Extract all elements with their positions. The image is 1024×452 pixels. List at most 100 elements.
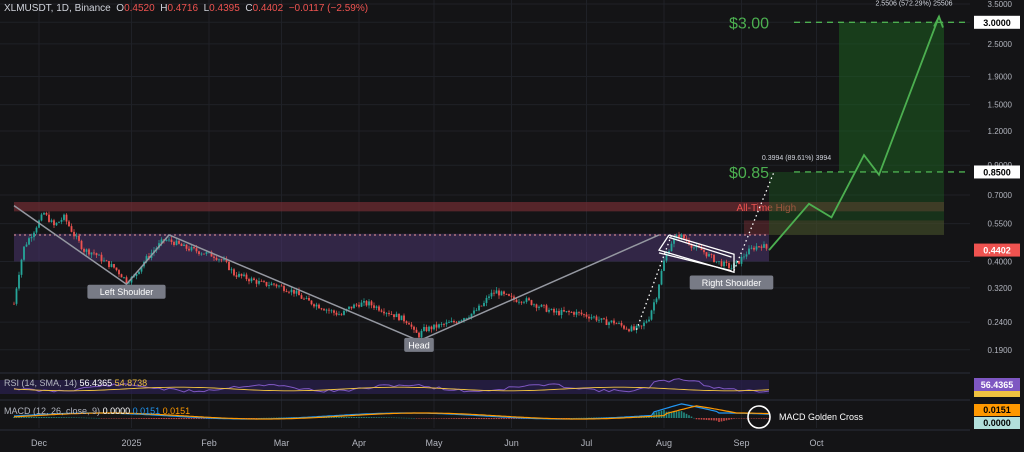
macd-histogram-bar <box>468 418 470 419</box>
candle-body <box>135 273 138 277</box>
flag-line-top <box>668 236 732 258</box>
macd-histogram-bar <box>460 418 463 419</box>
macd-histogram-bar <box>148 418 150 419</box>
candle-body <box>333 310 335 313</box>
macd-histogram-bar <box>428 418 430 419</box>
macd-histogram-bar <box>718 418 720 422</box>
macd-histogram-bar <box>138 418 140 419</box>
macd-histogram-bar <box>490 418 493 420</box>
candle-body <box>335 312 338 315</box>
macd-histogram-bar <box>420 418 423 419</box>
candle-body <box>270 283 273 286</box>
macd-histogram-bar <box>463 418 465 419</box>
macd-header[interactable]: MACD (12, 26, close, 9) 0.0000 0.0151 0.… <box>4 406 190 416</box>
macd-histogram-bar <box>658 411 660 418</box>
candle-body <box>615 323 618 325</box>
macd-histogram-bar <box>378 417 380 418</box>
candle-body <box>588 316 590 319</box>
candle-body <box>748 248 750 255</box>
macd-histogram-bar <box>683 412 685 418</box>
candle-body <box>448 322 450 324</box>
candle-body <box>750 247 753 249</box>
candle-body <box>278 285 280 287</box>
candle-body <box>410 324 413 327</box>
candle-body <box>680 234 683 238</box>
candle-body <box>88 249 90 255</box>
candle-body <box>650 310 653 320</box>
symbol-title: XLMUSDT, 1D, Binance <box>4 3 111 14</box>
candle-body <box>390 314 393 315</box>
candle-body <box>353 304 355 309</box>
macd-histogram-bar <box>758 418 760 419</box>
macd-histogram-bar <box>368 417 370 418</box>
macd-histogram-bar <box>353 416 355 418</box>
macd-histogram-bar <box>175 418 178 420</box>
macd-histogram-bar <box>63 417 65 418</box>
macd-histogram-bar <box>173 418 175 420</box>
macd-value: 0.0151 <box>132 406 161 416</box>
candle-body <box>595 316 598 321</box>
candle-body <box>628 329 630 332</box>
macd-histogram-bar <box>738 418 740 419</box>
macd-histogram-bar <box>720 418 723 422</box>
candle-body <box>715 261 718 263</box>
y-tick-label: 0.5500 <box>988 220 1013 229</box>
rsi-header[interactable]: RSI (14, SMA, 14) 56.4365 54.8738 <box>4 378 147 388</box>
macd-histogram-bar <box>430 418 433 419</box>
annotation-text: Head <box>408 340 430 350</box>
macd-histogram-bar <box>30 416 33 418</box>
candle-body <box>243 274 245 276</box>
macd-histogram-bar <box>398 417 400 419</box>
candle-body <box>623 325 625 329</box>
macd-histogram-bar <box>763 418 765 419</box>
candle-body <box>50 220 53 222</box>
candle-body <box>205 252 208 254</box>
candle-body <box>328 309 330 311</box>
macd-histogram-bar <box>118 418 120 419</box>
macd-histogram-bar <box>358 417 360 418</box>
macd-histogram-bar <box>503 418 505 420</box>
macd-histogram-bar <box>200 418 203 419</box>
candle-body <box>558 311 560 315</box>
macd-histogram-bar <box>703 418 705 420</box>
candle-body <box>655 298 658 303</box>
candle-body <box>288 291 290 293</box>
candle-body <box>435 324 438 328</box>
macd-hist-tag-bg <box>974 417 1020 429</box>
candle-body <box>385 312 388 314</box>
candle-body <box>518 301 520 303</box>
macd-histogram-bar <box>753 418 755 419</box>
macd-histogram-bar <box>50 417 53 418</box>
candle-body <box>80 240 83 250</box>
candle-body <box>438 324 440 328</box>
macd-histogram-bar <box>400 417 403 419</box>
macd-histogram-bar <box>365 417 368 418</box>
candle-body <box>660 270 663 285</box>
candle-body <box>198 251 200 254</box>
macd-histogram-bar <box>163 418 165 420</box>
candle-body <box>15 288 18 304</box>
candle-body <box>573 312 575 315</box>
candle-body <box>75 235 78 237</box>
macd-histogram-bar <box>110 418 113 419</box>
candle-body <box>325 309 328 311</box>
candle-body <box>745 254 748 257</box>
macd-histogram-bar <box>330 416 333 418</box>
candle-body <box>93 252 95 254</box>
pattern-annotation: Right Shoulder <box>689 275 774 290</box>
candle-body <box>753 247 755 250</box>
macd-histogram-bar <box>73 417 75 418</box>
macd-histogram-bar <box>733 418 735 419</box>
candle-body <box>185 244 188 249</box>
candle-body <box>145 256 148 262</box>
candle-body <box>200 253 203 255</box>
candle-body <box>183 244 185 246</box>
annotation-text: Right Shoulder <box>702 278 762 288</box>
candle-body <box>600 318 603 320</box>
candle-body <box>55 222 58 226</box>
macd-histogram-bar <box>328 416 330 418</box>
candle-body <box>523 301 525 303</box>
macd-histogram-bar <box>750 418 753 419</box>
macd-histogram-bar <box>120 418 123 419</box>
